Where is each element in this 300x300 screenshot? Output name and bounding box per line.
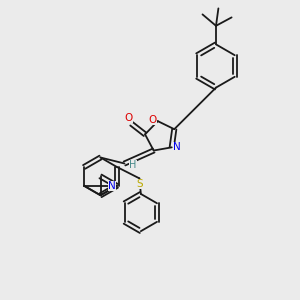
Text: H: H (129, 160, 137, 170)
Text: O: O (148, 115, 157, 125)
Text: N: N (173, 142, 181, 152)
Text: N: N (108, 181, 116, 191)
Text: O: O (124, 113, 133, 123)
Text: S: S (136, 179, 143, 189)
